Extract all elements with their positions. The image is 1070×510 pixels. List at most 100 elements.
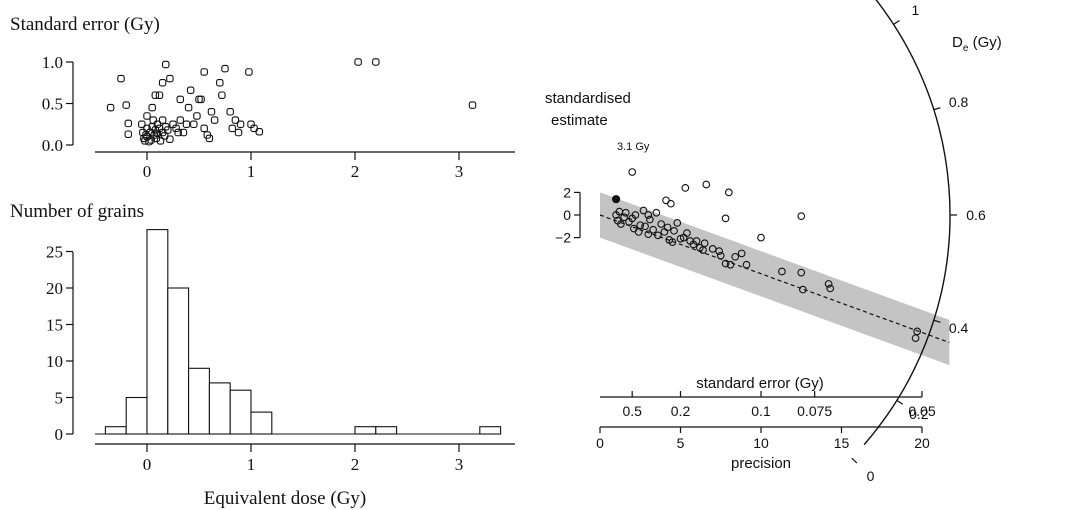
radial-arc-label: De (Gy) bbox=[952, 34, 1002, 54]
data-point bbox=[663, 223, 672, 232]
data-point bbox=[156, 137, 165, 145]
data-point bbox=[124, 130, 133, 138]
x-tick-label: 3 bbox=[455, 162, 464, 181]
data-point bbox=[216, 79, 224, 87]
data-point bbox=[153, 129, 162, 138]
data-point bbox=[124, 119, 133, 128]
data-point bbox=[143, 112, 151, 120]
y-tick-label: 25 bbox=[46, 243, 63, 262]
data-point bbox=[716, 251, 725, 260]
data-point bbox=[621, 208, 630, 217]
highlighted-point bbox=[612, 195, 621, 204]
data-point bbox=[234, 128, 243, 137]
se-scatter-points bbox=[106, 58, 477, 146]
histogram-xlabel: Equivalent dose (Gy) bbox=[204, 488, 367, 509]
y-tick-label: 1.0 bbox=[42, 53, 63, 72]
x-tick-label: 3 bbox=[455, 455, 464, 474]
data-point bbox=[662, 196, 670, 205]
data-point bbox=[161, 60, 170, 69]
radial-precision-ticks: 0 5 10 15 20 bbox=[596, 427, 930, 451]
se-tick-label: 0.5 bbox=[622, 403, 642, 419]
radial-annotation: 3.1 Gy bbox=[617, 141, 650, 153]
x-tick-label: 1 bbox=[247, 162, 256, 181]
histogram-bar bbox=[104, 426, 127, 435]
data-point bbox=[799, 285, 807, 294]
y-tick-label: 2 bbox=[563, 184, 571, 200]
data-point bbox=[354, 58, 362, 66]
histogram-y-ticks: 0 5 10 15 20 25 bbox=[46, 243, 73, 444]
histogram-bar bbox=[354, 426, 377, 435]
radial-se-ticks: 0.5 0.2 0.1 0.075 0.05 bbox=[622, 391, 936, 419]
se-tick-label: 0.2 bbox=[671, 403, 691, 419]
data-point bbox=[255, 127, 264, 136]
data-point bbox=[152, 134, 161, 143]
se-scatter-y-ticks: 0.0 0.5 1.0 bbox=[42, 53, 73, 155]
data-point bbox=[797, 268, 806, 277]
data-point bbox=[654, 231, 662, 240]
data-point bbox=[228, 124, 237, 133]
radial-ylabel-line1: standardised bbox=[545, 90, 631, 107]
radial-arc-ticks: 1.210.80.60.40.20 bbox=[851, 2, 986, 484]
data-point bbox=[708, 245, 717, 253]
data-point bbox=[148, 103, 156, 112]
arc-tick-label: 1 bbox=[911, 2, 919, 18]
data-point bbox=[673, 219, 682, 227]
data-point bbox=[221, 64, 229, 73]
data-point bbox=[681, 184, 690, 192]
data-point bbox=[218, 91, 226, 99]
data-point bbox=[166, 74, 174, 83]
data-point bbox=[731, 252, 740, 261]
se-tick-label: 0.05 bbox=[908, 403, 935, 419]
histogram-bar bbox=[167, 287, 190, 435]
data-point bbox=[668, 238, 677, 246]
y-tick-label: 10 bbox=[46, 352, 63, 371]
histogram-bar bbox=[250, 411, 273, 435]
data-point bbox=[617, 220, 625, 228]
data-point bbox=[172, 124, 180, 133]
arc-tick bbox=[933, 319, 941, 323]
data-point bbox=[122, 101, 130, 109]
data-point bbox=[236, 120, 245, 129]
arc-tick bbox=[933, 107, 941, 111]
data-point bbox=[184, 103, 193, 112]
radial-se-axis-label: standard error (Gy) bbox=[696, 375, 824, 392]
se-tick-label: 0.1 bbox=[751, 403, 771, 419]
histogram-bar bbox=[188, 367, 210, 435]
histogram-bar bbox=[146, 229, 169, 435]
y-tick-label: 0 bbox=[55, 425, 64, 444]
se-scatter-ylabel: Standard error (Gy) bbox=[10, 14, 160, 35]
arc-tick-label: 0.2 bbox=[909, 406, 929, 422]
precision-tick-label: 15 bbox=[834, 435, 850, 451]
histogram-bar bbox=[208, 382, 231, 435]
data-point bbox=[724, 188, 733, 197]
data-point bbox=[155, 91, 164, 99]
data-point bbox=[197, 95, 205, 104]
data-point bbox=[245, 68, 253, 76]
radial-plot-panel: standardised estimate 20−2 3.1 Gy 1.210.… bbox=[545, 0, 1002, 484]
x-tick-label: 0 bbox=[143, 162, 152, 181]
data-point bbox=[652, 208, 661, 217]
data-point bbox=[176, 116, 185, 124]
data-point bbox=[670, 226, 678, 235]
data-point bbox=[639, 206, 648, 215]
data-point bbox=[702, 180, 711, 189]
data-point bbox=[737, 249, 746, 258]
data-point bbox=[644, 230, 653, 239]
data-point bbox=[715, 247, 723, 256]
data-point bbox=[646, 215, 654, 224]
data-point bbox=[200, 124, 208, 133]
data-point bbox=[689, 240, 698, 249]
data-point bbox=[207, 108, 216, 116]
data-point bbox=[636, 221, 645, 230]
y-tick-label: 15 bbox=[46, 316, 63, 335]
data-point bbox=[631, 211, 640, 219]
data-point bbox=[186, 86, 195, 94]
precision-tick-label: 10 bbox=[753, 435, 769, 451]
arc-tick bbox=[851, 457, 858, 464]
data-point bbox=[628, 168, 637, 176]
data-point bbox=[666, 199, 675, 208]
data-point bbox=[182, 120, 191, 129]
histogram-ylabel: Number of grains bbox=[10, 201, 144, 222]
histogram-bar bbox=[479, 426, 502, 435]
data-point bbox=[195, 95, 203, 104]
